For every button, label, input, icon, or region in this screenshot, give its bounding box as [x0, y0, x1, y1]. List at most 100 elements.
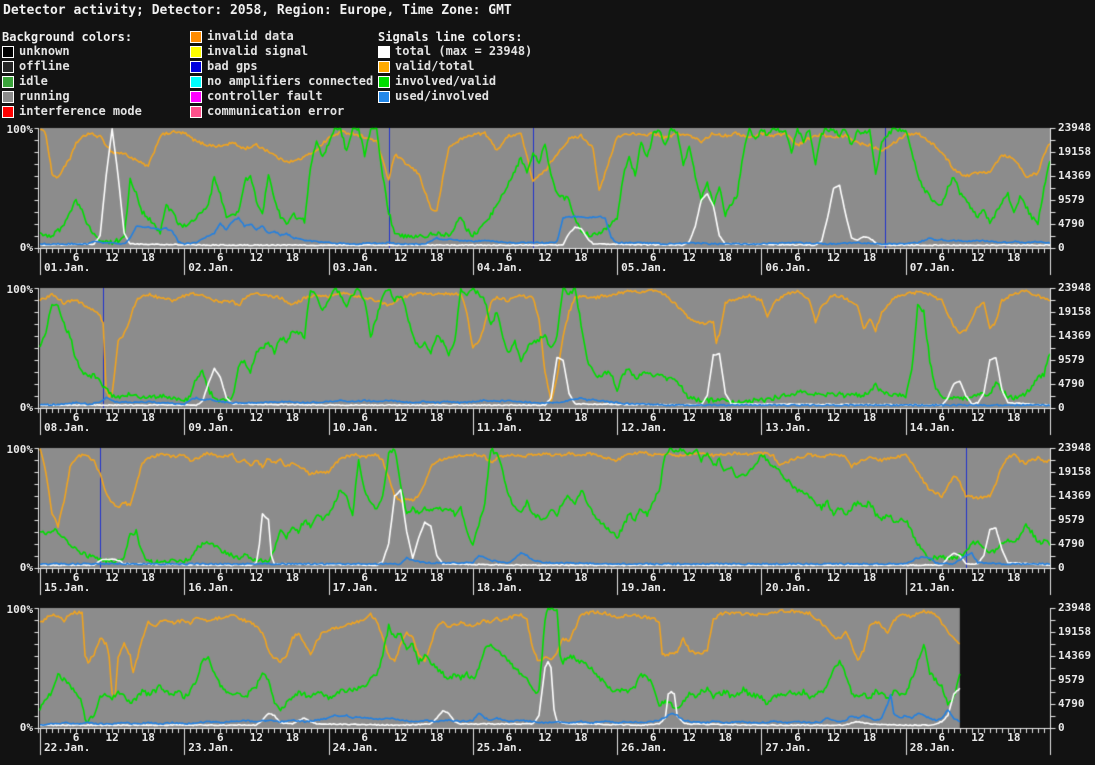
x-axis-hour-label: 18 — [718, 731, 732, 744]
x-axis-hour-label: 18 — [430, 571, 444, 584]
legend-item-label: running — [19, 89, 70, 103]
x-axis-day-label: 17.Jan. — [332, 581, 379, 594]
y-axis-label-100pct: 100% — [6, 603, 34, 616]
y-axis-label-100pct: 100% — [6, 123, 34, 136]
legend-item-communication-error: communication error — [190, 105, 344, 118]
y-axis-right-label: 9579 — [1058, 513, 1085, 526]
x-axis-day-label: 12.Jan. — [621, 421, 668, 434]
legend-item-label: no amplifiers connected — [207, 74, 374, 88]
y-axis-label-0pct: 0% — [19, 241, 33, 254]
legend-item-label: unknown — [19, 44, 70, 58]
x-axis-hour-label: 6 — [794, 571, 801, 584]
x-axis-hour-label: 12 — [538, 411, 552, 424]
x-axis-hour-label: 6 — [217, 411, 224, 424]
y-axis-label-100pct: 100% — [6, 443, 34, 456]
x-axis-hour-label: 12 — [394, 251, 408, 264]
x-axis-hour-label: 12 — [682, 571, 696, 584]
x-axis-hour-label: 18 — [1007, 411, 1021, 424]
x-axis-day-label: 14.Jan. — [909, 421, 957, 434]
x-axis-hour-label: 12 — [105, 411, 119, 424]
x-axis-hour-label: 12 — [682, 731, 696, 744]
x-axis-hour-label: 18 — [863, 731, 877, 744]
x-axis-hour-label: 6 — [505, 731, 513, 744]
x-axis-day-label: 22.Jan. — [44, 741, 91, 754]
y-axis-right-label: 0 — [1058, 241, 1065, 254]
x-axis-hour-label: 6 — [72, 251, 80, 264]
legend-item-label: used/involved — [395, 89, 489, 103]
color-swatch — [378, 75, 390, 88]
x-axis-day-label: 10.Jan. — [332, 421, 379, 434]
y-axis-right-label: 23948 — [1058, 601, 1092, 614]
legend-signals-header: Signals line colors: — [378, 30, 523, 44]
y-axis-right-label: 4790 — [1058, 377, 1085, 390]
legend-background-colors-header: Background colors: — [2, 30, 133, 44]
x-axis-hour-label: 18 — [285, 411, 300, 424]
x-axis-day-label: 26.Jan. — [621, 741, 668, 754]
x-axis-hour-label: 12 — [826, 571, 841, 584]
color-swatch — [2, 60, 14, 73]
legend-item-label: controller fault — [207, 89, 323, 103]
chart-row-1: 100% 0% 23948 19158 14369 9579 4790 0 6 12 18 01.Ja… — [0, 121, 1095, 285]
chart-canvas-row-2 — [0, 285, 1095, 443]
x-axis-day-label: 28.Jan. — [909, 741, 957, 754]
legend-item-label: invalid signal — [207, 44, 309, 58]
chart-canvas-row-4 — [0, 605, 1095, 763]
x-axis-hour-label: 18 — [863, 571, 877, 584]
x-axis-hour-label: 12 — [394, 571, 408, 584]
x-axis-day-label: 13.Jan. — [765, 421, 812, 434]
x-axis-day-label: 06.Jan. — [765, 261, 812, 274]
x-axis-hour-label: 18 — [285, 731, 300, 744]
color-swatch — [190, 45, 202, 58]
x-axis-day-label: 11.Jan. — [476, 421, 524, 434]
legend-item-label: interference mode — [19, 104, 142, 118]
x-axis-hour-label: 12 — [249, 571, 264, 584]
x-axis-day-label: 04.Jan. — [476, 261, 524, 274]
x-axis-hour-label: 18 — [141, 251, 155, 264]
y-axis-right-label: 23948 — [1058, 441, 1092, 454]
legend-item-label: bad gps — [207, 59, 258, 73]
x-axis-hour-label: 12 — [394, 411, 408, 424]
y-axis-right-label: 14369 — [1058, 489, 1092, 502]
x-axis-day-label: 05.Jan. — [621, 261, 668, 274]
legend-item-idle: idle — [2, 75, 48, 88]
y-axis-right-label: 23948 — [1058, 121, 1092, 134]
y-axis-right-label: 0 — [1058, 721, 1065, 734]
x-axis-hour-label: 18 — [574, 571, 588, 584]
y-axis-label-0pct: 0% — [19, 721, 33, 734]
x-axis-hour-label: 6 — [361, 251, 368, 264]
x-axis-hour-label: 18 — [863, 251, 877, 264]
x-axis-hour-label: 12 — [971, 571, 985, 584]
legend-item-offline: offline — [2, 60, 70, 73]
color-swatch — [378, 60, 390, 73]
x-axis-day-label: 27.Jan. — [765, 741, 812, 754]
legend-item-controller-fault: controller fault — [190, 90, 323, 103]
x-axis-hour-label: 12 — [971, 411, 985, 424]
y-axis-right-label: 14369 — [1058, 329, 1092, 342]
color-swatch — [190, 30, 202, 43]
x-axis-hour-label: 6 — [505, 251, 513, 264]
x-axis-day-label: 09.Jan. — [188, 421, 235, 434]
x-axis-hour-label: 12 — [105, 731, 119, 744]
x-axis-hour-label: 18 — [1007, 571, 1021, 584]
legend-item-unknown: unknown — [2, 45, 70, 58]
legend-item-running: running — [2, 90, 70, 103]
x-axis-day-label: 02.Jan. — [188, 261, 235, 274]
legend-item-bad-gps: bad gps — [190, 60, 258, 73]
chart-canvas-row-1 — [0, 125, 1095, 283]
x-axis-hour-label: 18 — [141, 731, 155, 744]
color-swatch — [190, 90, 202, 103]
legend-item-invalid-data: invalid data — [190, 30, 294, 43]
x-axis-day-label: 23.Jan. — [188, 741, 235, 754]
legend-item-valid-total: valid/total — [378, 60, 474, 73]
chart-row-2: 100% 0% 23948 19158 14369 9579 4790 0 6 12 18 08.Ja… — [0, 281, 1095, 445]
y-axis-right-label: 19158 — [1058, 305, 1092, 318]
x-axis-hour-label: 12 — [105, 251, 119, 264]
y-axis-right-label: 19158 — [1058, 145, 1092, 158]
x-axis-hour-label: 18 — [430, 731, 444, 744]
legend-item-label: offline — [19, 59, 70, 73]
x-axis-hour-label: 6 — [361, 571, 368, 584]
x-axis-day-label: 25.Jan. — [476, 741, 524, 754]
x-axis-hour-label: 18 — [718, 251, 732, 264]
legend-item-label: involved/valid — [395, 74, 497, 88]
color-swatch — [2, 75, 14, 88]
